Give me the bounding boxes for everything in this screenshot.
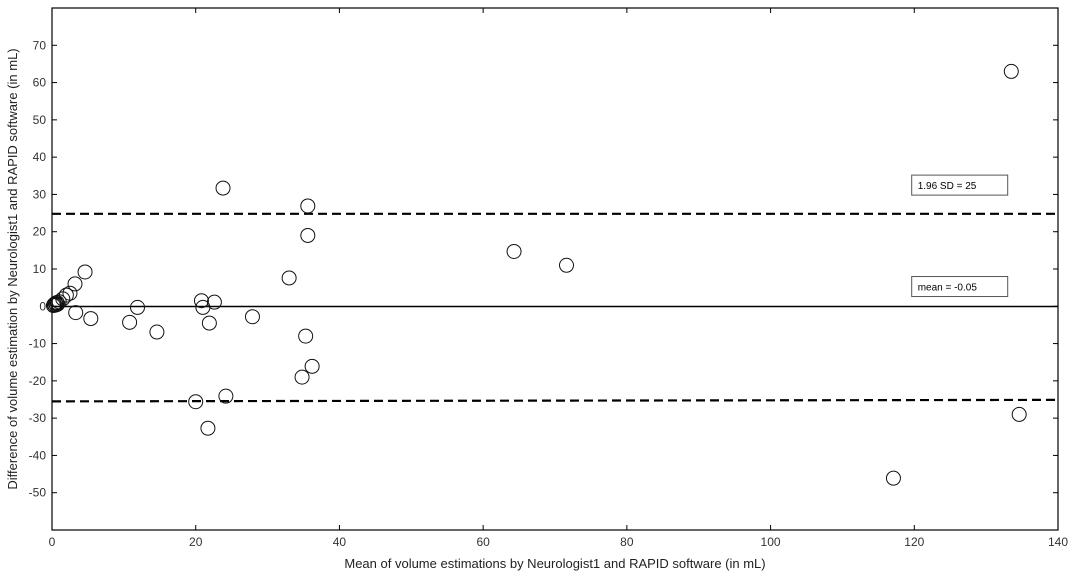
data-point — [294, 369, 310, 385]
y-tick-label: -40 — [29, 448, 47, 462]
data-point — [200, 420, 216, 436]
data-point — [215, 180, 231, 196]
y-tick-label: 60 — [33, 76, 47, 90]
y-tick-label: 70 — [33, 38, 47, 52]
data-point — [304, 358, 320, 374]
x-tick-label: 120 — [904, 535, 924, 549]
y-tick-label: -30 — [29, 411, 47, 425]
data-point — [244, 309, 260, 325]
data-point — [62, 285, 78, 301]
y-axis-label: Difference of volume estimation by Neuro… — [5, 48, 20, 489]
annotation-text: mean = -0.05 — [918, 283, 978, 294]
data-point — [67, 276, 83, 292]
y-tick-label: -10 — [29, 337, 47, 351]
x-tick-label: 80 — [620, 535, 634, 549]
data-point — [1003, 63, 1019, 79]
data-point — [130, 299, 146, 315]
plot-frame — [51, 7, 1059, 531]
annotation-box — [911, 174, 1009, 196]
y-tick-label: 10 — [33, 262, 47, 276]
y-tick-label: 20 — [33, 225, 47, 239]
data-point — [298, 328, 314, 344]
data-point — [83, 311, 99, 327]
annotations: 1.96 SD = 25 mean = -0.05 — [911, 174, 1009, 298]
x-tick-label: 140 — [1048, 535, 1068, 549]
data-point — [300, 227, 316, 243]
data-point — [506, 243, 522, 259]
data-point — [201, 315, 217, 331]
annotation-box — [911, 276, 1009, 298]
x-tick-label: 100 — [761, 535, 781, 549]
data-point — [50, 296, 66, 312]
data-point — [206, 294, 222, 310]
data-point — [218, 388, 234, 404]
data-point — [149, 324, 165, 340]
data-point — [885, 470, 901, 486]
x-axis-label: Mean of volume estimations by Neurologis… — [344, 556, 765, 571]
y-tick-label: -20 — [29, 374, 47, 388]
data-point — [193, 293, 209, 309]
data-point — [122, 314, 138, 330]
data-point — [558, 257, 574, 273]
x-tick-label: 0 — [49, 535, 56, 549]
data-points — [45, 63, 1027, 486]
data-point — [58, 287, 74, 303]
data-point — [188, 394, 204, 410]
annotation-text: 1.96 SD = 25 — [918, 181, 977, 192]
y-tick-label: 30 — [33, 187, 47, 201]
y-tick-label: 40 — [33, 150, 47, 164]
x-tick-label: 60 — [476, 535, 490, 549]
data-point — [281, 270, 297, 286]
y-tick-label: 0 — [39, 299, 46, 313]
x-tick-label: 20 — [189, 535, 203, 549]
y-tick-label: 50 — [33, 113, 47, 127]
axis-ticks: 0 20 40 60 80 100 120 140 -50 -40 -30 -20 -10 0 10 20 30… — [29, 8, 1068, 549]
data-point — [300, 198, 316, 214]
data-point — [1011, 406, 1027, 422]
y-tick-label: -50 — [29, 486, 47, 500]
data-point — [68, 305, 84, 321]
data-point — [77, 264, 93, 280]
x-tick-label: 40 — [333, 535, 347, 549]
